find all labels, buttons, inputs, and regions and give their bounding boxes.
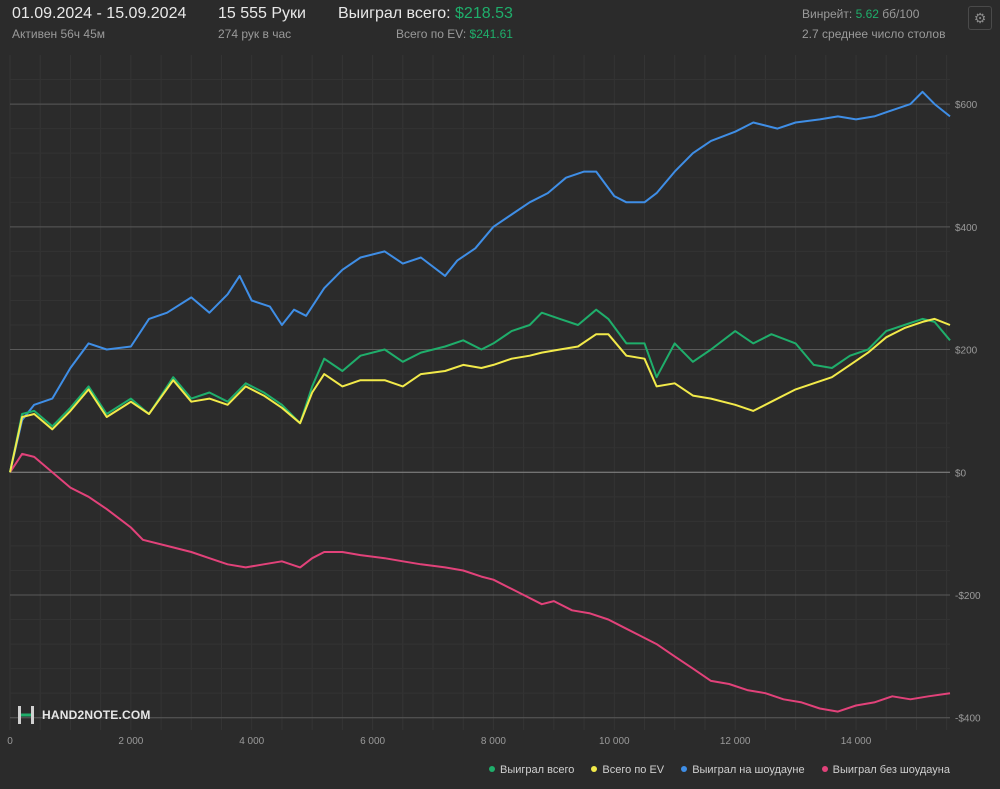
legend-dot — [821, 766, 828, 772]
y-tick-label: $400 — [955, 223, 978, 234]
winrate-unit: бб/100 — [882, 7, 920, 21]
winrate-value: 5.62 — [855, 7, 879, 21]
stats-header: 01.09.2024 - 15.09.2024 Активен 56ч 45м … — [0, 0, 1000, 50]
ev-total-value: $241.61 — [469, 27, 513, 41]
y-axis-ticks: $600 $400 $200 $0 -$200 -$400 — [955, 100, 981, 725]
ev-total: Всего по EV: $241.61 — [396, 27, 513, 41]
gear-icon[interactable]: ⚙ — [968, 6, 992, 30]
date-range: 01.09.2024 - 15.09.2024 — [12, 5, 187, 22]
hand2note-logo-text: HAND2NOTE.COM — [42, 708, 151, 722]
y-tick-label: -$400 — [955, 714, 981, 725]
x-tick-label: 4 000 — [239, 736, 264, 747]
ev-total-line — [9, 317, 951, 473]
hand2note-logo: HAND2NOTE.COM — [16, 704, 151, 726]
won-total-value: $218.53 — [455, 5, 513, 22]
y-tick-label: -$200 — [955, 591, 981, 602]
ev-total-label: Всего по EV: — [396, 27, 467, 41]
legend-label: Выиграл всего — [500, 764, 575, 776]
legend-dot — [489, 766, 496, 772]
won-total-label: Выиграл всего: — [338, 5, 451, 22]
legend-label: Всего по EV — [602, 764, 665, 776]
x-axis-ticks: 0 2 000 4 000 6 000 8 000 10 000 12 000 14 000 — [7, 736, 872, 747]
legend-dot — [681, 766, 688, 772]
hands-per-hour: 274 рук в час — [218, 27, 292, 41]
legend-item-showdown[interactable]: Выиграл на шоудауне — [681, 764, 805, 776]
legend-dot — [591, 766, 598, 772]
chart-series — [9, 90, 951, 713]
x-tick-label: 2 000 — [118, 736, 143, 747]
y-tick-label: $0 — [955, 468, 967, 479]
won-total: Выиграл всего: $218.53 — [338, 5, 513, 23]
non-showdown-line — [9, 452, 951, 713]
x-tick-label: 12 000 — [720, 736, 751, 747]
legend-item-non-showdown[interactable]: Выиграл без шоудауна — [821, 764, 950, 776]
winrate: Винрейт: 5.62 бб/100 — [802, 7, 919, 21]
hands-count: 15 555 Руки — [218, 5, 306, 22]
legend-label: Выиграл без шоудауна — [832, 764, 950, 776]
active-time: Активен 56ч 45м — [12, 27, 105, 41]
y-tick-label: $600 — [955, 100, 978, 111]
hand2note-logo-icon — [18, 706, 34, 724]
legend-label: Выиграл на шоудауне — [692, 764, 805, 776]
winrate-label: Винрейт: — [802, 7, 853, 21]
legend-item-ev-total[interactable]: Всего по EV — [591, 764, 664, 776]
showdown-line — [9, 90, 951, 473]
legend-item-won-total[interactable]: Выиграл всего — [489, 764, 574, 776]
x-tick-label: 10 000 — [599, 736, 630, 747]
x-tick-label: 14 000 — [841, 736, 872, 747]
x-tick-label: 8 000 — [481, 736, 506, 747]
y-tick-label: $200 — [955, 346, 978, 357]
x-tick-label: 0 — [7, 736, 13, 747]
won-total-line — [9, 308, 951, 473]
chart-legend: Выиграл всего Всего по EV Выиграл на шоу… — [475, 764, 950, 776]
chart-grid — [9, 55, 950, 730]
x-tick-label: 6 000 — [360, 736, 385, 747]
avg-tables: 2.7 среднее число столов — [802, 27, 946, 41]
